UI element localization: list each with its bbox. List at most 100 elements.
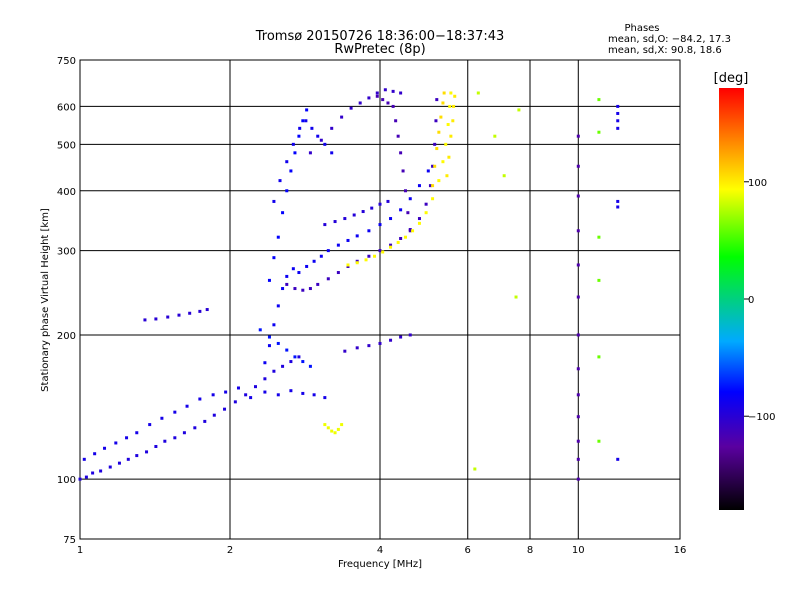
- data-point: [616, 457, 620, 461]
- x-tick-label: 8: [527, 545, 533, 556]
- data-point: [449, 134, 453, 138]
- data-point: [319, 138, 323, 142]
- data-point: [291, 142, 295, 146]
- data-point: [244, 393, 248, 397]
- y-tick-label: 750: [57, 56, 76, 67]
- x-tick-label: 1: [77, 545, 83, 556]
- data-point: [285, 274, 289, 278]
- data-point: [330, 429, 334, 433]
- data-point: [441, 101, 445, 105]
- x-axis-ticks: 1 2 4 6 8 10 16: [77, 545, 687, 556]
- data-point: [597, 130, 601, 134]
- data-point: [355, 261, 359, 265]
- data-point: [408, 333, 412, 337]
- data-point: [272, 369, 276, 373]
- data-point: [352, 213, 356, 217]
- data-point: [99, 469, 103, 473]
- data-point: [272, 323, 276, 327]
- data-point: [431, 184, 435, 188]
- data-point: [367, 96, 371, 100]
- data-point: [343, 217, 347, 221]
- data-point: [408, 229, 412, 233]
- data-point: [358, 101, 362, 105]
- data-point: [223, 407, 227, 411]
- data-point: [211, 393, 215, 397]
- data-point: [297, 134, 301, 138]
- data-point: [449, 91, 453, 95]
- data-point: [276, 235, 280, 239]
- data-point: [424, 211, 428, 215]
- data-point: [276, 341, 280, 345]
- data-point: [154, 444, 158, 448]
- data-point: [333, 220, 337, 224]
- data-point: [173, 410, 177, 414]
- data-point: [297, 271, 301, 275]
- data-point: [166, 315, 170, 319]
- data-point: [312, 259, 316, 263]
- data-point: [399, 335, 403, 339]
- data-point: [281, 287, 285, 291]
- data-point: [316, 282, 320, 286]
- data-point: [278, 179, 282, 183]
- data-point: [323, 142, 327, 146]
- colorbar-tick-label: −100: [748, 412, 775, 423]
- data-point: [576, 415, 580, 419]
- y-axis-ticks: 75 100 200 300 400 500 600 750: [57, 56, 76, 546]
- data-point: [301, 391, 305, 395]
- data-point: [401, 169, 405, 173]
- data-point: [205, 308, 209, 312]
- data-points: [78, 88, 620, 481]
- x-tick-label: 6: [465, 545, 471, 556]
- data-point: [198, 397, 202, 401]
- data-point: [308, 364, 312, 368]
- y-tick-label: 400: [57, 187, 76, 198]
- y-tick-label: 100: [57, 475, 76, 486]
- data-point: [428, 184, 432, 188]
- data-point: [378, 341, 382, 345]
- data-point: [431, 164, 435, 168]
- data-point: [203, 419, 207, 423]
- x-tick-label: 4: [377, 545, 383, 556]
- data-point: [82, 457, 86, 461]
- data-point: [253, 385, 257, 389]
- data-point: [597, 278, 601, 282]
- data-point: [437, 179, 441, 183]
- data-point: [417, 221, 421, 225]
- data-point: [355, 234, 359, 238]
- data-point: [316, 134, 320, 138]
- data-point: [576, 393, 580, 397]
- data-point: [289, 360, 293, 364]
- data-point: [447, 155, 451, 159]
- x-tick-label: 2: [227, 545, 233, 556]
- data-point: [173, 436, 177, 440]
- data-point: [367, 254, 371, 258]
- data-point: [378, 223, 382, 227]
- data-point: [502, 174, 506, 178]
- data-point: [517, 108, 521, 112]
- data-point: [249, 396, 253, 400]
- data-point: [154, 317, 158, 321]
- data-point: [616, 111, 620, 115]
- data-point: [433, 164, 437, 168]
- data-point: [375, 94, 379, 98]
- data-point: [355, 346, 359, 350]
- data-point: [258, 328, 262, 332]
- data-point: [135, 454, 139, 458]
- data-point: [426, 169, 430, 173]
- data-point: [435, 98, 439, 102]
- phases-x-line: mean, sd,X: 90.8, 18.6: [608, 45, 722, 56]
- data-point: [333, 431, 337, 435]
- data-point: [267, 344, 271, 348]
- data-point: [293, 151, 297, 155]
- data-point: [399, 91, 403, 95]
- data-point: [281, 211, 285, 215]
- x-tick-label: 10: [572, 545, 585, 556]
- data-point: [349, 106, 353, 110]
- data-point: [389, 245, 393, 249]
- data-point: [375, 91, 379, 95]
- data-point: [305, 264, 309, 268]
- colorbar-tick-label: 0: [748, 295, 754, 306]
- data-point: [340, 423, 344, 427]
- data-point: [576, 164, 580, 168]
